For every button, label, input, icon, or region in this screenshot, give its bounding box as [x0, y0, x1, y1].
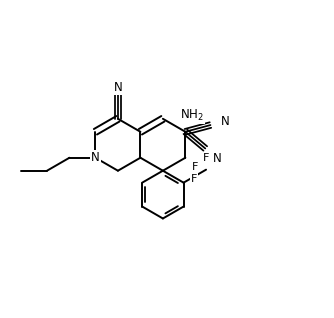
- Text: F: F: [203, 153, 209, 162]
- Text: F: F: [191, 174, 197, 183]
- Text: N: N: [114, 81, 122, 93]
- Text: N: N: [91, 151, 100, 164]
- Text: N: N: [221, 114, 230, 128]
- Text: NH$_2$: NH$_2$: [180, 108, 204, 123]
- Text: F: F: [192, 162, 198, 171]
- Text: N: N: [213, 152, 221, 165]
